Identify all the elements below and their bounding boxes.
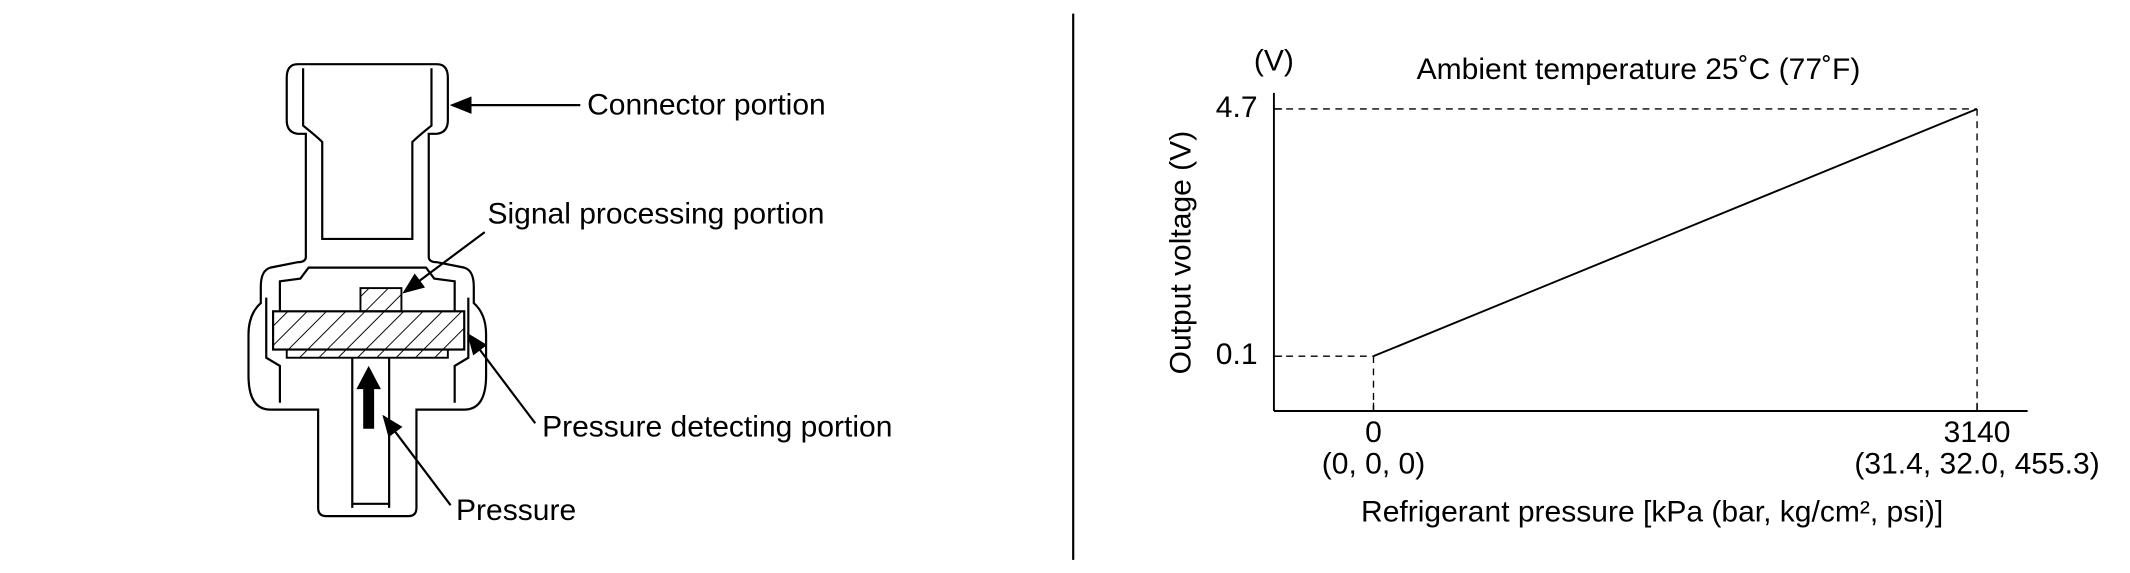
x-tick-label: 0	[1365, 416, 1382, 449]
data-line	[1373, 108, 1978, 358]
sensor-drawing	[247, 63, 581, 518]
chart-title: Ambient temperature 25˚C (77˚F)	[1417, 53, 1861, 86]
callout-label: Pressure	[456, 494, 576, 527]
y-unit: (V)	[1254, 45, 1294, 78]
x-axis-label: Refrigerant pressure [kPa (bar, kg/cm², …	[1361, 495, 1943, 528]
callout-label: Pressure detecting portion	[542, 411, 892, 444]
x-secondary-label: (0, 0, 0)	[1322, 448, 1425, 481]
content: Connector portion Signal processing port…	[247, 13, 2100, 560]
y-tick-label: 4.7	[1216, 91, 1258, 124]
chart: (V) Ambient temperature 25˚C (77˚F) Outp…	[1164, 45, 2099, 529]
x-tick-label: 3140	[1944, 416, 2011, 449]
y-tick-label: 0.1	[1216, 338, 1258, 371]
x-secondary-label: (31.4, 32.0, 455.3)	[1854, 448, 2099, 481]
callout-label: Signal processing portion	[487, 198, 824, 231]
y-axis-label: Output voltage (V)	[1164, 131, 1197, 375]
callout-label: Connector portion	[587, 88, 826, 121]
